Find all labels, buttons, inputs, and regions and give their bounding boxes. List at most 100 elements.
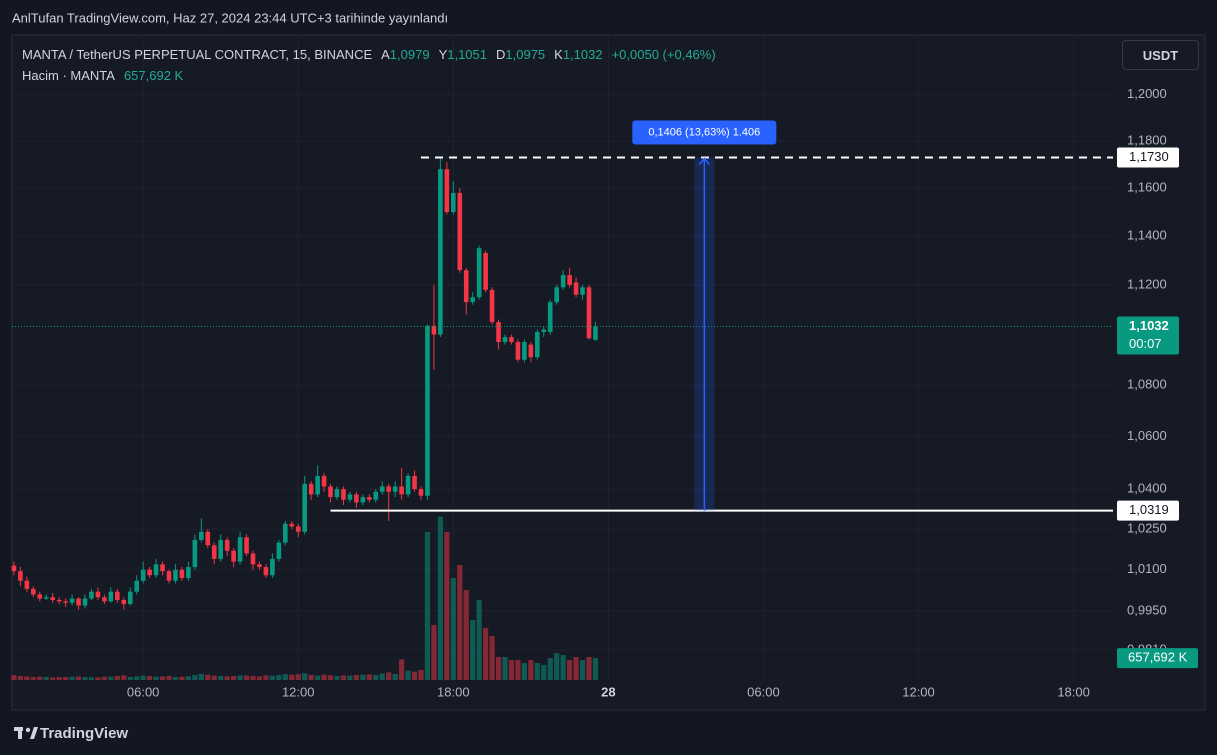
volume-bar [399, 659, 405, 680]
hline-badge [1117, 147, 1179, 168]
candle-body [438, 169, 443, 335]
candle-body [509, 337, 514, 343]
y-tick-label: 1,0800 [1127, 377, 1167, 392]
candle-body [573, 282, 579, 295]
volume-bar [302, 673, 308, 680]
volume-bar [17, 676, 23, 680]
volume-bar [147, 676, 153, 680]
volume-bar [108, 676, 114, 680]
volume-bar [437, 516, 443, 680]
volume-bar [347, 675, 353, 680]
candle-body [528, 344, 534, 358]
volume-bar [95, 677, 101, 680]
candle-body [237, 537, 243, 562]
candle-body [289, 523, 295, 527]
candle-body [502, 337, 508, 343]
volume-bar [211, 675, 217, 680]
candle-body [431, 325, 437, 335]
candle-body [586, 287, 592, 339]
candle-body [341, 489, 346, 500]
measure-arrowhead [698, 157, 710, 165]
candle-body [153, 564, 159, 576]
volume-bar [121, 675, 127, 680]
volume-bar [243, 675, 250, 680]
candle-body [367, 497, 372, 500]
candle-body [321, 475, 327, 487]
volume-bar [289, 674, 295, 680]
ohlc-key: Y [438, 47, 448, 62]
volume-bar [476, 600, 482, 680]
volume-bar [379, 673, 385, 680]
volume-bar [424, 532, 431, 680]
volume-bar [560, 655, 566, 680]
y-tick-label: 0,9950 [1127, 602, 1167, 617]
candle-body [360, 497, 366, 503]
y-tick-label: 1,1400 [1127, 228, 1167, 243]
x-tick-label: 28 [601, 684, 615, 699]
candle-body [489, 289, 495, 323]
brand: TradingView [40, 725, 128, 742]
volume-bar [237, 675, 243, 680]
candle-body [425, 325, 430, 496]
tv-logo [14, 727, 38, 739]
volume-bars [11, 516, 599, 680]
volume-bar [308, 675, 314, 680]
candle-body [412, 475, 417, 490]
volume-bar [327, 675, 334, 680]
candle-body [560, 275, 566, 288]
candle-body [463, 270, 469, 303]
candle-body [108, 591, 114, 602]
candle-body [405, 475, 411, 495]
ohlc-key: K [554, 47, 563, 62]
volume-bar [205, 674, 211, 680]
volume-bar [489, 636, 495, 680]
hline-badge [1117, 500, 1179, 521]
candle-body [257, 564, 262, 568]
candle-body [166, 571, 172, 581]
candle-body [121, 599, 127, 605]
volume-bar [134, 676, 140, 680]
candle-body [483, 253, 488, 290]
volume-bar [82, 677, 88, 680]
volume-title: Hacim · MANTA [22, 68, 115, 83]
candle-body [37, 594, 43, 599]
volume-badge-label: 657,692 K [1128, 650, 1188, 665]
candle-body [76, 598, 81, 606]
candle-body [451, 192, 456, 213]
volume-bar [528, 660, 534, 680]
candle-body [567, 275, 572, 285]
currency-button[interactable]: USDT [1122, 40, 1199, 70]
candle-body [56, 599, 62, 602]
volume-bar [231, 676, 237, 680]
candle-body [580, 287, 585, 295]
volume-bar [282, 674, 288, 680]
y-tick-label: 1,0600 [1127, 428, 1167, 443]
candle-body [283, 523, 288, 543]
x-tick-label: 06:00 [747, 684, 780, 699]
volume-bar [534, 663, 540, 680]
candle-body [593, 326, 598, 340]
candle-body [102, 597, 107, 602]
volume-bar [127, 677, 133, 680]
volume-bar [418, 670, 424, 680]
header-title: AnlTufan TradingView.com, Haz 27, 2024 2… [12, 10, 448, 25]
candle-body [418, 489, 424, 496]
candle-body [95, 591, 101, 598]
volume-bar [250, 676, 256, 680]
candle-body [192, 539, 198, 568]
volume-bar [192, 675, 198, 680]
candle-body [470, 297, 475, 303]
volume-bar [159, 676, 166, 680]
volume-bar [373, 675, 379, 680]
candle-body [82, 598, 88, 606]
volume-bar [75, 676, 82, 680]
volume-bar [386, 672, 392, 680]
volume-bar [392, 674, 398, 680]
candle-body [541, 329, 547, 333]
x-tick-label: 12:00 [902, 684, 935, 699]
candle-body [308, 483, 314, 495]
volume-bar [405, 670, 411, 680]
hline-badge-label: 1,0319 [1129, 502, 1169, 517]
volume-bar [11, 675, 17, 680]
